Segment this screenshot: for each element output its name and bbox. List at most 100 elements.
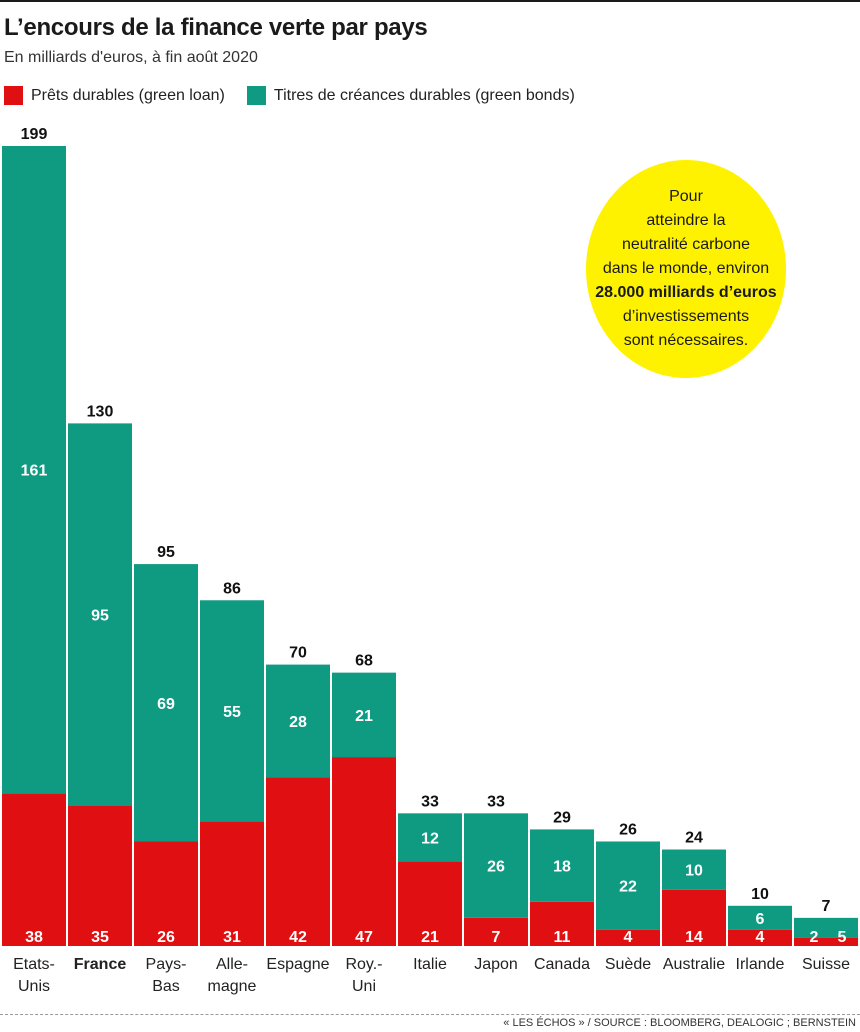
data-label-bonds: 22 <box>619 879 637 896</box>
x-tick-label: Uni <box>352 978 376 995</box>
data-label-bonds: 55 <box>223 704 241 721</box>
x-tick-label: Italie <box>413 956 447 973</box>
legend-label-loans: Prêts durables (green loan) <box>31 86 225 104</box>
chart-subtitle: En milliards d'euros, à fin août 2020 <box>4 49 258 66</box>
x-tick-label: Suisse <box>802 956 850 973</box>
bar-segment-loans <box>266 777 330 946</box>
x-tick-label: magne <box>208 978 257 995</box>
bar-segment-loans <box>134 841 198 946</box>
bar-segment-loans <box>530 901 594 946</box>
bar-segment-bonds <box>200 600 264 822</box>
x-tick-label: Bas <box>152 978 180 995</box>
callout-highlight: 28.000 milliards d’euros <box>595 284 777 301</box>
data-label-loans: 14 <box>685 929 703 946</box>
bar-segment-loans <box>596 929 660 946</box>
x-tick-label: Canada <box>534 956 590 973</box>
data-label-loans: 4 <box>756 929 765 946</box>
data-label-total: 130 <box>87 403 114 420</box>
data-label-bonds: 5 <box>838 929 847 946</box>
bar-segment-bonds <box>68 423 132 806</box>
callout-text: Pour atteindre la neutralité carbone dan… <box>591 185 780 353</box>
data-label-bonds: 26 <box>487 859 505 876</box>
bar-segment-loans <box>662 889 726 946</box>
data-label-total: 70 <box>289 645 307 662</box>
bar-segment-loans <box>332 757 396 946</box>
x-tick-label: Unis <box>18 978 50 995</box>
data-label-total: 29 <box>553 809 571 826</box>
legend-item-bonds: Titres de créances durables (green bonds… <box>246 86 575 105</box>
x-tick-label: Etats- <box>13 956 55 973</box>
data-label-bonds: 95 <box>91 607 109 624</box>
top-rule <box>0 0 860 2</box>
bar-segment-bonds <box>332 672 396 758</box>
legend-label-bonds: Titres de créances durables (green bonds… <box>273 86 575 104</box>
bar-segment-loans <box>68 805 132 946</box>
bar-segment-bonds <box>596 841 660 930</box>
data-label-bonds: 6 <box>756 911 765 928</box>
data-label-bonds: 21 <box>355 708 373 725</box>
data-label-bonds: 10 <box>685 863 703 880</box>
legend-item-loans: Prêts durables (green loan) <box>4 86 225 105</box>
legend-swatch-bonds <box>246 86 266 105</box>
callout-line: neutralité carbone <box>621 236 751 253</box>
data-label-loans: 21 <box>421 929 439 946</box>
bar-segment-loans <box>728 929 792 946</box>
data-label-loans: 47 <box>355 929 373 946</box>
x-tick-label: Australie <box>663 956 725 973</box>
data-label-total: 33 <box>421 793 439 810</box>
x-tick-label: Japon <box>474 956 518 973</box>
footer-rule <box>0 1014 860 1015</box>
callout-line: d’investissements <box>622 308 750 325</box>
bar-segment-bonds <box>662 849 726 890</box>
data-label-loans: 38 <box>25 929 43 946</box>
legend-swatch-loans <box>4 86 23 105</box>
x-tick-label: Roy.- <box>345 956 382 973</box>
bar-segment-loans <box>200 821 264 946</box>
data-label-total: 26 <box>619 821 637 838</box>
data-label-bonds: 161 <box>21 463 48 480</box>
data-label-loans: 35 <box>91 929 109 946</box>
callout-line: Pour <box>669 188 703 205</box>
data-label-total: 10 <box>751 886 769 903</box>
x-tick-label: Irlande <box>736 956 785 973</box>
bar-segment-loans <box>2 793 66 946</box>
bar-segment-bonds <box>2 146 66 794</box>
callout-line: sont nécessaires. <box>623 332 749 349</box>
bar-segment-bonds <box>134 564 198 842</box>
data-label-loans: 2 <box>810 929 819 946</box>
callout-line: atteindre la <box>646 212 726 229</box>
bar-segment-bonds <box>398 813 462 862</box>
data-label-loans: 11 <box>554 929 571 946</box>
x-tick-label: France <box>74 956 127 973</box>
bar-segment-loans <box>464 917 528 946</box>
bar-segment-bonds <box>530 829 594 902</box>
callout-bubble: Pour atteindre la neutralité carbone dan… <box>586 160 786 378</box>
data-label-total: 33 <box>487 793 505 810</box>
chart-title: L’encours de la finance verte par pays <box>4 14 428 41</box>
data-label-total: 95 <box>157 544 175 561</box>
data-label-total: 86 <box>223 580 241 597</box>
x-tick-label: Espagne <box>266 956 329 973</box>
data-label-bonds: 28 <box>289 714 307 731</box>
data-label-loans: 4 <box>624 929 633 946</box>
bar-segment-bonds <box>266 664 330 778</box>
callout-line: dans le monde, environ <box>602 260 770 277</box>
data-label-bonds: 69 <box>157 696 175 713</box>
data-label-total: 24 <box>685 830 703 847</box>
data-label-bonds: 12 <box>421 830 439 847</box>
bar-segment-bonds <box>794 917 858 938</box>
data-label-total: 68 <box>355 653 373 670</box>
x-tick-label: Suède <box>605 956 651 973</box>
data-label-bonds: 18 <box>553 859 571 876</box>
legend: Prêts durables (green loan) Titres de cr… <box>4 86 597 105</box>
bar-segment-loans <box>794 937 858 946</box>
data-label-loans: 7 <box>492 929 501 946</box>
data-label-total: 199 <box>21 126 48 143</box>
bar-segment-bonds <box>728 905 792 930</box>
bar-segment-bonds <box>464 813 528 918</box>
bar-segment-loans <box>398 861 462 946</box>
x-tick-label: Pays- <box>146 956 187 973</box>
data-label-loans: 31 <box>223 929 241 946</box>
data-label-loans: 42 <box>289 929 307 946</box>
